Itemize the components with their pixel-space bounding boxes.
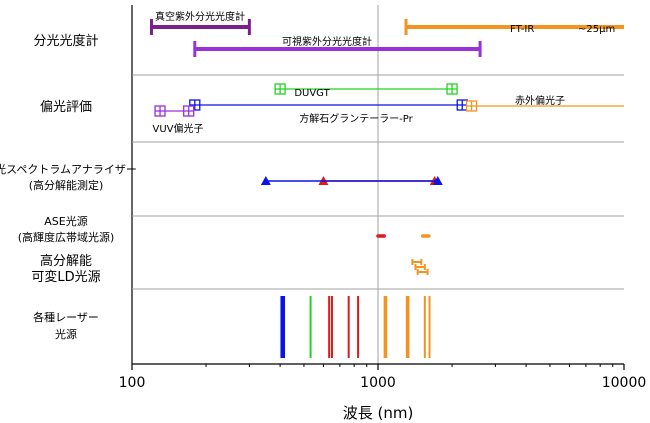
category-label: 分光光度計 [33, 33, 98, 49]
x-tick-label: 10000 [602, 375, 647, 391]
category-label: ASE光源 [44, 214, 87, 228]
plot-marks [149, 19, 624, 358]
range-marker-left [274, 83, 286, 95]
range-marker-left [154, 105, 166, 117]
category-label: 各種レーザー [33, 310, 99, 324]
x-axis: 100 1000 10000 [119, 363, 647, 391]
range-marker-left [189, 99, 201, 111]
annotation: 真空紫外分光光度計 [155, 10, 245, 23]
range-marker-right [432, 176, 443, 185]
annotation: ~25μm [578, 24, 615, 35]
range-marker-left [465, 100, 478, 112]
range-marker-right [456, 99, 468, 111]
category-label: 光スペクトラムアナライザー [0, 162, 137, 176]
x-tick-label: 1000 [360, 375, 396, 391]
range-marker-left [260, 176, 271, 185]
annotation: 赤外偏光子 [515, 94, 565, 107]
annotation: FT-IR [510, 24, 534, 35]
range-marker-right [446, 83, 458, 95]
category-label: 偏光評価 [40, 100, 92, 115]
annotation: 可視紫外分光光度計 [282, 35, 372, 48]
category-label: (高輝度広帯域光源) [18, 230, 115, 244]
category-label: 高分解能 [40, 253, 92, 269]
x-axis-label: 波長 (nm) [343, 404, 414, 422]
annotation: VUV偏光子 [152, 122, 203, 135]
category-label: 可変LD光源 [31, 269, 100, 285]
x-tick-label: 100 [119, 375, 146, 391]
range-marker-right [183, 105, 195, 117]
category-label: (高分解能測定) [29, 178, 104, 192]
annotation: 方解石グランテーラー-Pr [299, 112, 413, 125]
annotation: DUVGT [294, 88, 330, 99]
category-label: 光源 [55, 327, 77, 341]
